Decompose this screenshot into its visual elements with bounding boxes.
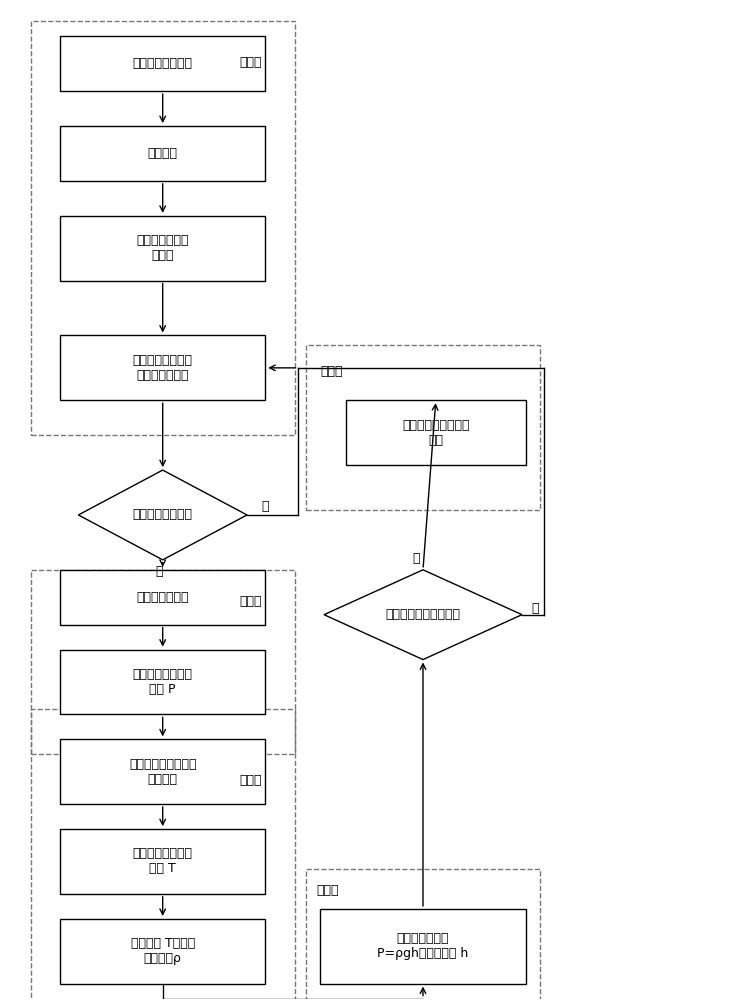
FancyBboxPatch shape — [60, 36, 266, 91]
Text: 是: 是 — [155, 565, 163, 578]
Text: 连接压力传感器: 连接压力传感器 — [136, 591, 189, 604]
FancyBboxPatch shape — [60, 216, 266, 281]
FancyBboxPatch shape — [346, 400, 526, 465]
Text: 否: 否 — [262, 500, 269, 513]
Text: 充油电缆终端安装: 充油电缆终端安装 — [132, 57, 193, 70]
Text: 步骤一: 步骤一 — [240, 56, 262, 69]
Text: 否: 否 — [412, 552, 420, 565]
Text: 关闭三通阀，终端
保持在运行状态: 关闭三通阀，终端 保持在运行状态 — [132, 354, 193, 382]
Text: 打开三通阀，测量
压强 P: 打开三通阀，测量 压强 P — [132, 668, 193, 696]
Text: 步骤三: 步骤三 — [240, 774, 262, 787]
Text: 由压强计算公式
P=ρgh，推算油位 h: 由压强计算公式 P=ρgh，推算油位 h — [378, 932, 469, 960]
Polygon shape — [324, 570, 522, 660]
Text: 步骤五: 步骤五 — [320, 365, 343, 378]
FancyBboxPatch shape — [60, 570, 266, 625]
FancyBboxPatch shape — [60, 739, 266, 804]
Text: 油位是否满足运行要求: 油位是否满足运行要求 — [386, 608, 461, 621]
Text: 在注油口处安装
三通阀: 在注油口处安装 三通阀 — [136, 234, 189, 262]
FancyBboxPatch shape — [60, 829, 266, 894]
FancyBboxPatch shape — [60, 335, 266, 400]
FancyBboxPatch shape — [60, 919, 266, 984]
Text: 打开三通阀，测量
温度 T: 打开三通阀，测量 温度 T — [132, 847, 193, 875]
FancyBboxPatch shape — [60, 126, 266, 181]
Text: 是否需要测量油位: 是否需要测量油位 — [132, 508, 193, 521]
FancyBboxPatch shape — [320, 909, 526, 984]
Text: 连接注油装置，进行
注油: 连接注油装置，进行 注油 — [402, 419, 470, 447]
FancyBboxPatch shape — [60, 650, 266, 714]
Polygon shape — [78, 470, 247, 560]
Text: 是: 是 — [531, 602, 539, 615]
Text: 根据温度 T得知绝
缘油密度ρ: 根据温度 T得知绝 缘油密度ρ — [130, 937, 195, 965]
Text: 步骤二: 步骤二 — [240, 595, 262, 608]
Text: 关闭三通阀，更换温
度传感器: 关闭三通阀，更换温 度传感器 — [129, 758, 197, 786]
Text: 步骤四: 步骤四 — [316, 884, 339, 897]
Text: 终端注油: 终端注油 — [148, 147, 177, 160]
